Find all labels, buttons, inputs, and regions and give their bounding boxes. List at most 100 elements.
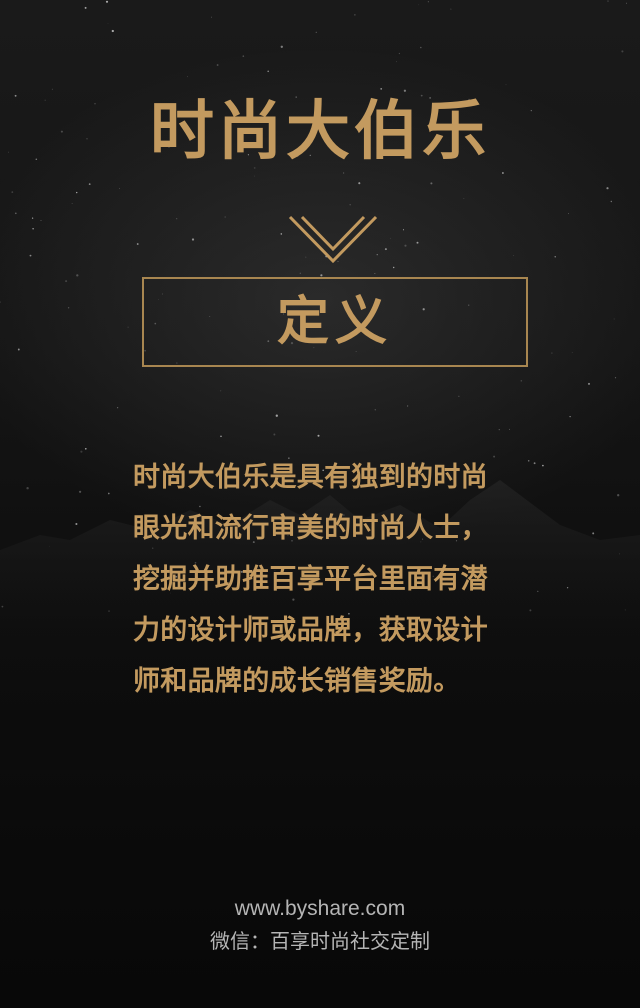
star-dot <box>551 352 553 354</box>
definition-label: 定义 <box>276 292 393 352</box>
star-dot <box>322 469 325 472</box>
star-dot <box>392 266 395 269</box>
star-dot <box>300 331 303 334</box>
star-dot <box>118 188 120 189</box>
star-dot <box>427 1 429 3</box>
star-dot <box>305 256 307 258</box>
star-dot <box>337 260 339 262</box>
website-link[interactable]: www.byshare.com <box>234 897 406 920</box>
star-dot <box>11 191 14 193</box>
star-dot <box>76 274 79 277</box>
star-dot <box>280 45 283 48</box>
star-dot <box>384 248 387 251</box>
star-dot <box>283 313 285 315</box>
star-dot <box>592 532 595 535</box>
star-dot <box>606 187 609 190</box>
star-dot <box>14 94 17 97</box>
star-dot <box>154 322 157 325</box>
star-dot <box>468 98 470 100</box>
description-line: 眼光和流行审美的时尚人士， <box>133 513 488 544</box>
star-dot <box>224 216 226 218</box>
star-dot <box>88 183 91 185</box>
star-dot <box>569 415 571 418</box>
star-dot <box>502 172 504 174</box>
star-dot <box>199 505 201 508</box>
star-dot <box>498 429 500 431</box>
star-dot <box>168 145 170 148</box>
star-dot <box>607 0 609 2</box>
star-dot <box>17 348 20 351</box>
star-dot <box>567 213 570 215</box>
star-dot <box>247 154 249 156</box>
star-dot <box>299 272 301 274</box>
star-dot <box>390 237 391 239</box>
star-dot <box>35 158 38 160</box>
star-dot <box>288 457 290 459</box>
star-dot <box>44 99 46 101</box>
star-dot <box>29 254 32 257</box>
star-dot <box>40 219 42 222</box>
description-line: 师和品牌的成长销售奖励。 <box>133 666 461 697</box>
star-dot <box>320 274 323 277</box>
star-dot <box>84 447 87 450</box>
star-dot <box>313 347 315 349</box>
page-title: 时尚大伯乐 <box>150 95 490 169</box>
star-dot <box>626 2 627 4</box>
star-dot <box>295 96 297 98</box>
star-dot <box>80 450 83 453</box>
star-dot <box>258 137 260 140</box>
star-dot <box>396 61 397 63</box>
star-dot <box>450 8 452 10</box>
star-dot <box>94 103 96 105</box>
star-dot <box>191 238 195 241</box>
star-dot <box>533 462 536 465</box>
star-dot <box>554 256 556 258</box>
star-dot <box>220 390 222 392</box>
star-dot <box>614 377 617 379</box>
star-dot <box>542 464 544 467</box>
star-dot <box>367 464 370 468</box>
star-dot <box>354 14 356 16</box>
star-dot <box>610 200 612 203</box>
star-dot <box>374 409 377 411</box>
star-dot <box>280 233 283 235</box>
star-dot <box>468 304 470 306</box>
star-dot <box>171 474 175 477</box>
star-dot <box>275 414 278 417</box>
star-dot <box>309 154 311 157</box>
star-dot <box>587 382 591 385</box>
star-dot <box>317 434 320 437</box>
star-dot <box>463 198 465 199</box>
star-dot <box>355 351 357 353</box>
star-dot <box>283 340 284 342</box>
star-dot <box>176 218 178 220</box>
star-dot <box>117 407 119 409</box>
star-dot <box>111 29 114 33</box>
star-dot <box>14 212 17 215</box>
star-dot <box>342 172 345 174</box>
star-dot <box>136 243 139 245</box>
definition-box: 定义 <box>142 277 528 367</box>
star-dot <box>220 435 222 438</box>
star-dot <box>290 341 294 345</box>
star-dot <box>493 455 496 458</box>
star-dot <box>8 151 10 153</box>
star-dot <box>254 175 255 177</box>
star-dot <box>509 428 510 430</box>
description-line: 挖掘并助推百享平台里面有潜 <box>133 564 488 595</box>
star-dot <box>458 395 460 397</box>
star-dot <box>430 182 433 185</box>
star-dot <box>31 217 34 219</box>
star-dot <box>530 109 532 112</box>
star-dot <box>527 460 530 462</box>
star-dot <box>60 130 63 133</box>
star-dot <box>242 55 245 57</box>
star-dot <box>253 167 256 169</box>
star-dot <box>418 4 420 6</box>
star-dot <box>51 88 53 90</box>
star-dot <box>230 154 232 156</box>
description-line: 力的设计师或品牌，获取设计 <box>133 615 488 646</box>
star-dot <box>144 349 146 352</box>
star-dot <box>75 522 78 526</box>
